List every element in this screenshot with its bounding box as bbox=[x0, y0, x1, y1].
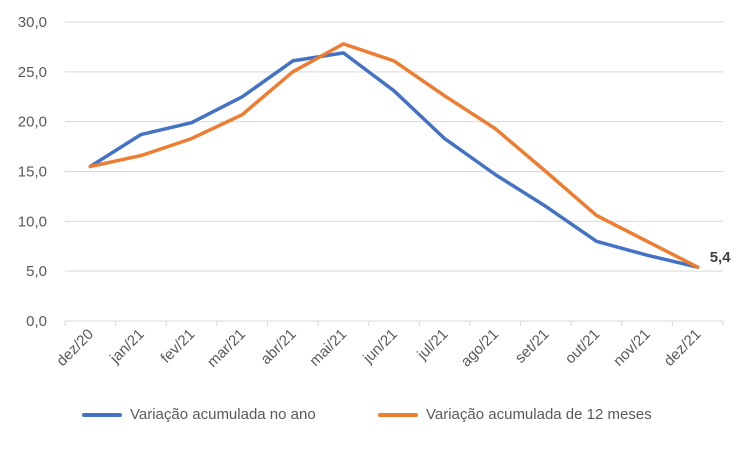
series-line-1 bbox=[88, 51, 700, 269]
x-tick-label: jun/21 bbox=[359, 326, 401, 368]
y-tick-label: 0,0 bbox=[26, 313, 47, 330]
x-tick-label: mai/21 bbox=[306, 326, 350, 370]
series-lines bbox=[88, 42, 700, 269]
x-tick-label: mar/21 bbox=[204, 326, 249, 371]
x-axis bbox=[64, 320, 724, 326]
legend-swatch-series-1 bbox=[82, 412, 122, 417]
y-tick-label: 15,0 bbox=[18, 164, 47, 181]
y-tick-label: 25,0 bbox=[18, 64, 47, 81]
legend: Variação acumulada no ano Variação acumu… bbox=[0, 406, 751, 434]
y-tick-label: 20,0 bbox=[18, 114, 47, 131]
y-axis-tick-labels: 0,0 5,0 10,0 15,0 20,0 25,0 30,0 bbox=[18, 14, 47, 330]
legend-label-series-2: Variação acumulada de 12 meses bbox=[426, 406, 652, 423]
x-axis-tick-labels: dez/20 jan/21 fev/21 mar/21 abr/21 mai/21 jun/… bbox=[53, 326, 704, 371]
x-tick-label: set/21 bbox=[512, 326, 553, 367]
x-tick-label: fev/21 bbox=[157, 326, 198, 367]
legend-item-series-1: Variação acumulada no ano bbox=[82, 406, 316, 423]
x-tick-label: jan/21 bbox=[106, 326, 148, 368]
y-tick-label: 30,0 bbox=[18, 14, 47, 31]
line-chart: 0,0 5,0 10,0 15,0 20,0 25,0 30,0 dez/20 jan/21 f… bbox=[18, 14, 732, 371]
end-value-label: 5,4 bbox=[710, 249, 732, 266]
x-tick-label: dez/21 bbox=[661, 326, 705, 370]
x-tick-label: dez/20 bbox=[53, 326, 97, 370]
x-tick-label: out/21 bbox=[562, 326, 604, 368]
x-tick-label: jul/21 bbox=[413, 326, 451, 364]
y-tick-label: 10,0 bbox=[18, 213, 47, 230]
x-tick-label: ago/21 bbox=[458, 326, 502, 370]
series-line-2 bbox=[88, 42, 700, 269]
legend-item-series-2: Variação acumulada de 12 meses bbox=[378, 406, 652, 423]
x-tick-label: nov/21 bbox=[610, 326, 654, 370]
legend-label-series-1: Variação acumulada no ano bbox=[130, 406, 316, 423]
x-tick-label: abr/21 bbox=[257, 326, 299, 368]
gridlines bbox=[65, 21, 723, 272]
y-tick-label: 5,0 bbox=[26, 263, 47, 280]
legend-swatch-series-2 bbox=[378, 412, 418, 417]
